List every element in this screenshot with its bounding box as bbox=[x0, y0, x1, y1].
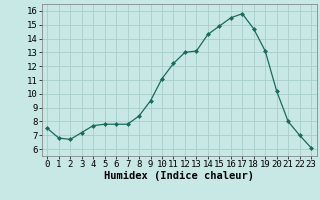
X-axis label: Humidex (Indice chaleur): Humidex (Indice chaleur) bbox=[104, 171, 254, 181]
